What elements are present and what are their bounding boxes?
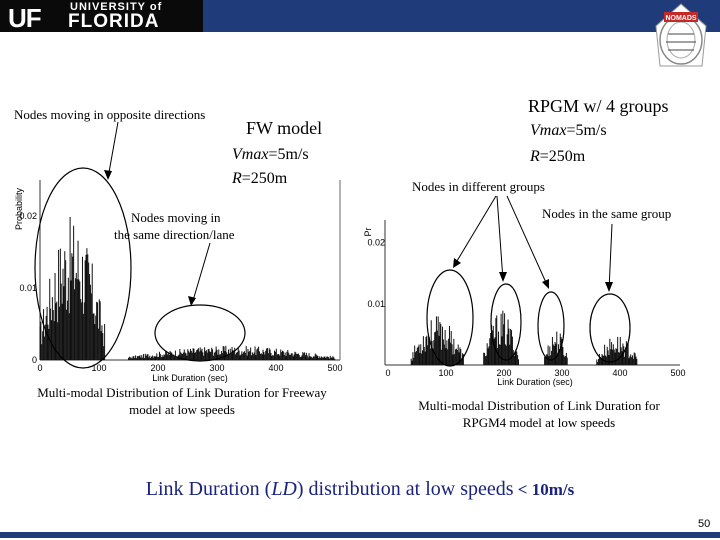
left-caption-line1: Multi-modal Distribution of Link Duratio…	[37, 385, 327, 400]
main-caption-part1: Link Duration (	[145, 478, 272, 500]
annot-opposite-directions: Nodes moving in opposite directions	[14, 107, 206, 122]
rpgm-r-val: =250m	[539, 148, 586, 165]
y-tick-label: 0.02	[19, 211, 37, 221]
rpgm-oval-group3	[537, 291, 565, 361]
nomads-logo-text: NOMADS	[665, 15, 696, 22]
right-caption-line1: Multi-modal Distribution of Link Duratio…	[418, 398, 660, 413]
annot-same-direction-1: Nodes moving in	[131, 210, 221, 225]
x-tick-label: 400	[268, 363, 283, 373]
fw-oval-opposite	[34, 167, 132, 369]
x-tick-label: 500	[327, 363, 342, 373]
annot-same-group: Nodes in the same group	[542, 206, 672, 221]
right-caption-line2: RPGM4 model at low speeds	[462, 415, 616, 430]
rpgm-xlabel: Link Duration (sec)	[497, 377, 573, 387]
main-caption: Link Duration (LD) distribution at low s…	[0, 478, 720, 501]
x-tick-label: 400	[612, 368, 627, 378]
x-tick-label: 0	[37, 363, 42, 373]
fw-vmax-var: Vmax	[232, 146, 269, 163]
x-tick-label: 200	[150, 363, 165, 373]
fw-vmax: Vmax=5m/s	[232, 146, 309, 164]
fw-bars	[39, 216, 336, 360]
left-caption-line2: model at low speeds	[129, 402, 235, 417]
uf-logo	[0, 0, 203, 32]
rpgm-vmax-val: =5m/s	[566, 122, 607, 139]
rpgm-vmax: Vmax=5m/s	[530, 122, 607, 140]
university-of-text: UNIVERSITY of	[70, 1, 163, 13]
page-number: 50	[698, 518, 711, 530]
rpgm-arrow-group3	[506, 195, 549, 288]
footer-bar	[0, 532, 720, 538]
fw-xlabel: Link Duration (sec)	[152, 373, 228, 383]
main-caption-part2: ) distribution at low speeds	[296, 478, 514, 500]
annot-same-direction-2: the same direction/lane	[114, 227, 235, 242]
rpgm-arrow-group1	[453, 195, 497, 267]
rpgm-model-title: RPGM w/ 4 groups	[528, 96, 669, 116]
fw-ticks: 0 100 200 300 400 500 0 0.01 0.02	[19, 211, 342, 373]
x-tick-label: 200	[496, 368, 511, 378]
fw-ylabel: Probability	[14, 187, 24, 230]
rpgm-oval-group1	[426, 269, 474, 367]
rpgm-arrowhead-group3	[542, 279, 549, 289]
y-tick-label: 0.01	[367, 299, 385, 309]
rpgm-r-var: R	[530, 148, 540, 165]
rpgm-range: R=250m	[530, 148, 585, 166]
main-caption-ld: LD	[271, 478, 297, 500]
nomads-logo: NOMADS	[655, 3, 707, 67]
x-tick-label: 300	[554, 368, 569, 378]
rpgm-vmax-var: Vmax	[530, 122, 567, 139]
fw-range: R=250m	[232, 170, 287, 188]
x-tick-label: 300	[209, 363, 224, 373]
rpgm-arrowhead-group1	[453, 258, 461, 268]
left-caption: Multi-modal Distribution of Link Duratio…	[4, 384, 360, 418]
florida-text: FLORIDA	[68, 11, 160, 32]
fw-model-title: FW model	[246, 118, 323, 138]
rpgm-ylabel: Pr	[363, 227, 373, 236]
x-tick-label: 100	[91, 363, 106, 373]
fw-arrow-same	[191, 242, 211, 305]
rpgm-oval-group2	[490, 283, 522, 361]
rpgm-bars	[410, 310, 638, 365]
x-tick-label: 500	[670, 368, 685, 378]
rpgm-arrowhead-group2	[499, 272, 507, 282]
rpgm-arrow-group4	[608, 223, 613, 291]
x-tick-label: 0	[385, 368, 390, 378]
y-tick-label: 0	[32, 355, 37, 365]
fw-arrowhead-same	[188, 296, 196, 306]
fw-arrow-opposite	[107, 121, 119, 179]
x-tick-label: 100	[438, 368, 453, 378]
fw-r-val: =250m	[241, 170, 288, 187]
y-tick-label: 0.02	[367, 238, 385, 248]
y-tick-label: 0.01	[19, 283, 37, 293]
fw-r-var: R	[232, 170, 242, 187]
rpgm-arrowhead-group4	[605, 282, 613, 292]
rpgm-ticks: 0 100 200 300 400 500 0.02 0.01	[367, 238, 685, 378]
fw-vmax-val: =5m/s	[268, 146, 309, 163]
fw-arrowhead-opposite	[104, 170, 112, 180]
main-caption-part3: < 10m/s	[513, 480, 575, 499]
right-caption: Multi-modal Distribution of Link Duratio…	[378, 397, 700, 431]
fw-oval-same	[154, 304, 246, 362]
rpgm-arrow-group2	[496, 195, 504, 281]
annot-different-groups: Nodes in different groups	[412, 179, 545, 194]
rpgm-oval-group4	[589, 293, 631, 363]
uf-mark: UF	[8, 3, 42, 33]
